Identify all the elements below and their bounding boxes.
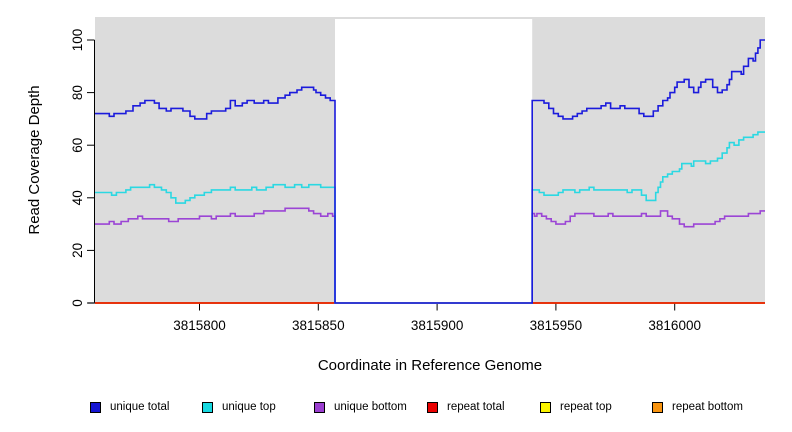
x-axis-title: Coordinate in Reference Genome <box>318 357 542 374</box>
legend-label: repeat top <box>560 401 612 413</box>
y-tick-60: 60 <box>70 138 85 153</box>
repeat-total-swatch-icon <box>427 401 438 413</box>
y-tick-40: 40 <box>70 190 85 205</box>
unique-bottom-swatch-icon <box>314 401 325 413</box>
legend-item-unique-bottom: unique bottom <box>314 399 407 415</box>
unique-top-swatch-icon <box>202 401 213 413</box>
legend-label: repeat bottom <box>672 401 743 413</box>
y-tick-100: 100 <box>70 29 85 52</box>
x-tick-labels: 3815800 3815850 3815900 3815950 3816000 <box>173 318 701 333</box>
series-line-unique-total <box>95 39 765 304</box>
y-tick-labels: 0 20 40 60 80 100 <box>70 29 85 307</box>
chart-legend: unique total unique top unique bottom re… <box>0 399 792 419</box>
series-layer <box>95 39 765 304</box>
y-tick-20: 20 <box>70 243 85 258</box>
coverage-chart: 0 20 40 60 80 100 3815800 3815850 381590… <box>26 17 765 374</box>
y-axis-title: Read Coverage Depth <box>26 85 43 234</box>
series-line-unique-top <box>95 131 765 304</box>
x-tick-3815850: 3815850 <box>292 318 345 333</box>
x-tick-3816000: 3816000 <box>648 318 701 333</box>
y-tick-0: 0 <box>70 299 85 307</box>
series-line-unique-bottom <box>95 207 765 304</box>
unique-total-swatch-icon <box>90 401 101 413</box>
legend-item-unique-total: unique total <box>90 399 169 415</box>
legend-item-repeat-top: repeat top <box>540 399 612 415</box>
repeat-bottom-swatch-icon <box>652 401 663 413</box>
y-tick-80: 80 <box>70 85 85 100</box>
x-tick-3815800: 3815800 <box>173 318 226 333</box>
legend-label: unique top <box>222 401 276 413</box>
legend-item-unique-top: unique top <box>202 399 276 415</box>
legend-item-repeat-total: repeat total <box>427 399 505 415</box>
x-tick-3815950: 3815950 <box>530 318 583 333</box>
legend-label: repeat total <box>447 401 505 413</box>
legend-item-repeat-bottom: repeat bottom <box>652 399 743 415</box>
x-tick-3815900: 3815900 <box>411 318 464 333</box>
y-axis-ticks <box>87 39 95 304</box>
legend-label: unique total <box>110 401 170 413</box>
no-data-gap <box>335 19 533 303</box>
x-axis-ticks <box>199 303 676 311</box>
repeat-top-swatch-icon <box>540 401 551 413</box>
legend-label: unique bottom <box>334 401 407 413</box>
